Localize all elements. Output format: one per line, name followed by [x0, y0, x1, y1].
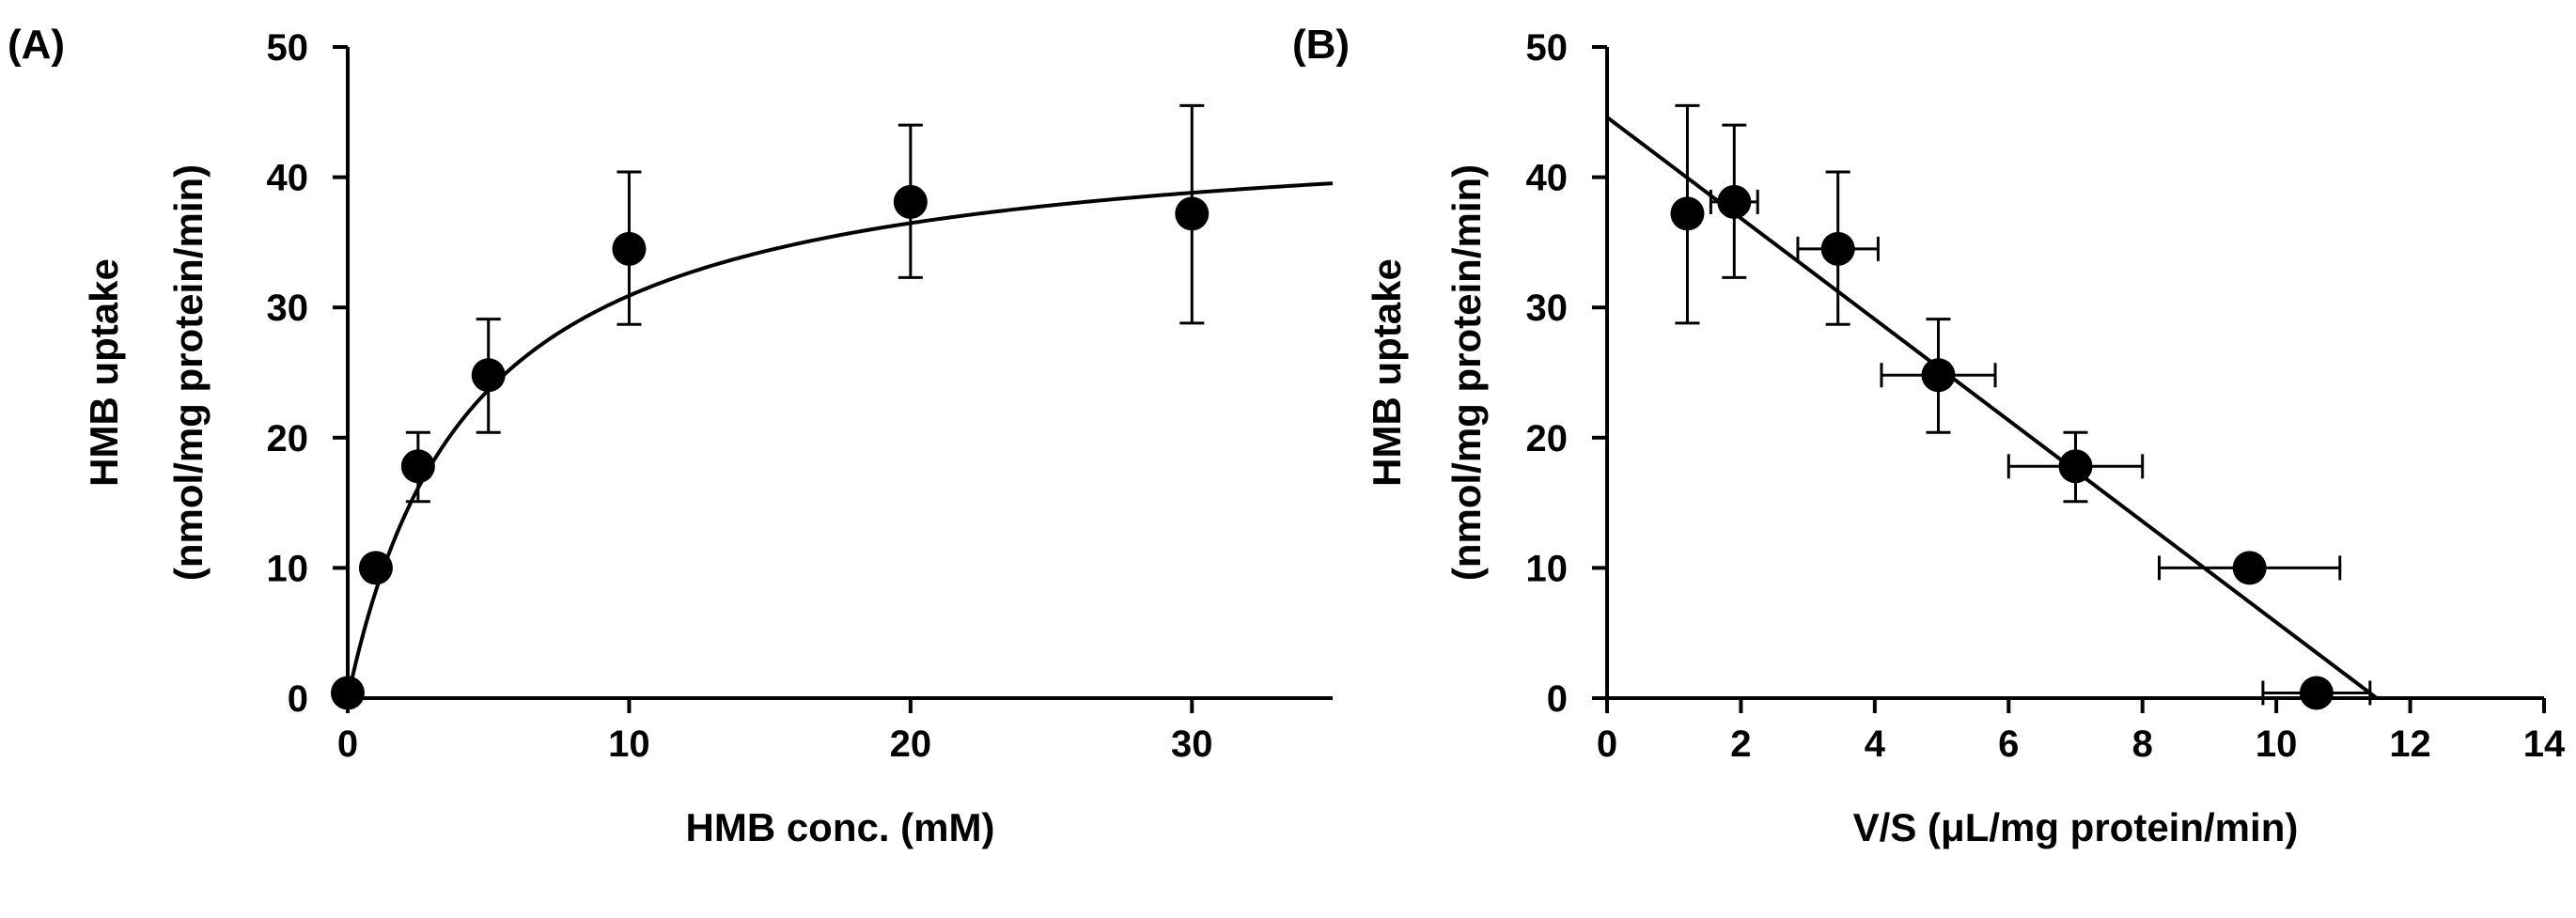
y-axis-label-line1: HMB uptake [1365, 258, 1409, 487]
y-tick-label: 20 [1526, 418, 1569, 459]
y-tick-label: 0 [288, 678, 308, 720]
y-axis-label-line2: (nmol/mg protein/min) [166, 164, 211, 581]
x-tick-label: 14 [2523, 724, 2566, 765]
x-tick-label: 12 [2389, 724, 2431, 765]
x-axis-label: V/S (μL/mg protein/min) [1853, 805, 2299, 849]
data-point [400, 449, 435, 484]
data-point [2058, 449, 2093, 484]
data-point [331, 676, 365, 710]
y-tick-label: 0 [1547, 678, 1568, 720]
x-axis-label: HMB conc. (mM) [686, 805, 995, 849]
data-point [2299, 676, 2334, 710]
data-point [1921, 358, 1956, 393]
data-point [358, 551, 393, 585]
x-tick-label: 30 [1171, 724, 1213, 765]
data-point [2232, 551, 2267, 585]
x-tick-label: 0 [1597, 724, 1617, 765]
chart-panel-a: (A) 0 10 20 30 40 50 0 10 20 30 HMB conc. (mM) HMB u… [8, 22, 1334, 849]
data-point [1175, 196, 1210, 231]
y-tick-label: 20 [267, 418, 309, 459]
x-tick-label: 8 [2132, 724, 2153, 765]
y-tick-label: 30 [1526, 288, 1569, 329]
y-tick-label: 10 [267, 548, 309, 589]
x-tick-label: 6 [1998, 724, 2019, 765]
x-tick-label: 20 [890, 724, 932, 765]
y-tick-label: 40 [1526, 158, 1569, 199]
data-point [612, 231, 647, 266]
data-point [1717, 184, 1752, 219]
panel-label: (A) [8, 22, 65, 68]
x-tick-label: 10 [2256, 724, 2298, 765]
panel-label: (B) [1292, 22, 1350, 68]
x-tick-label: 2 [1730, 724, 1751, 765]
y-tick-label: 50 [1526, 27, 1569, 69]
y-axis-label-line1: HMB uptake [82, 258, 126, 487]
x-tick-label: 0 [337, 724, 358, 765]
data-point [1820, 231, 1855, 266]
data-point [893, 184, 928, 219]
x-tick-label: 10 [608, 724, 650, 765]
y-tick-label: 10 [1526, 548, 1569, 589]
data-point [471, 358, 506, 393]
y-tick-label: 30 [267, 288, 309, 329]
chart-panel-b: (B) 0 10 20 30 40 50 0 2 4 6 8 10 12 14 V/S (μL/mg prot… [1292, 22, 2566, 849]
fit-curve [346, 181, 1334, 699]
y-tick-label: 40 [267, 158, 309, 199]
x-tick-label: 4 [1865, 724, 1886, 765]
y-tick-label: 50 [267, 27, 309, 69]
y-axis-label-line2: (nmol/mg protein/min) [1444, 164, 1489, 581]
data-point [1670, 196, 1705, 231]
